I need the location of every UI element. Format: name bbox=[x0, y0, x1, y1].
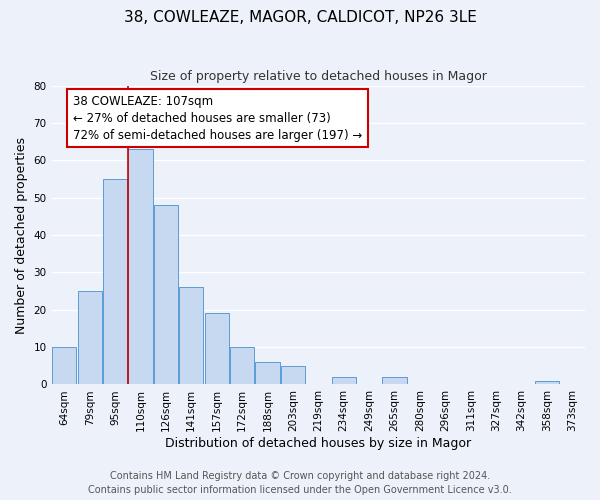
X-axis label: Distribution of detached houses by size in Magor: Distribution of detached houses by size … bbox=[165, 437, 472, 450]
Text: 38, COWLEAZE, MAGOR, CALDICOT, NP26 3LE: 38, COWLEAZE, MAGOR, CALDICOT, NP26 3LE bbox=[124, 10, 476, 25]
Title: Size of property relative to detached houses in Magor: Size of property relative to detached ho… bbox=[150, 70, 487, 83]
Text: 38 COWLEAZE: 107sqm
← 27% of detached houses are smaller (73)
72% of semi-detach: 38 COWLEAZE: 107sqm ← 27% of detached ho… bbox=[73, 94, 362, 142]
Bar bbox=[230, 347, 254, 385]
Bar bbox=[256, 362, 280, 384]
Bar bbox=[128, 149, 152, 384]
Bar bbox=[535, 380, 559, 384]
Bar bbox=[77, 291, 102, 384]
Bar bbox=[154, 205, 178, 384]
Bar bbox=[281, 366, 305, 384]
Bar bbox=[332, 377, 356, 384]
Bar bbox=[103, 179, 127, 384]
Text: Contains HM Land Registry data © Crown copyright and database right 2024.
Contai: Contains HM Land Registry data © Crown c… bbox=[88, 471, 512, 495]
Bar bbox=[382, 377, 407, 384]
Bar bbox=[52, 347, 76, 385]
Bar bbox=[205, 314, 229, 384]
Bar bbox=[179, 288, 203, 384]
Y-axis label: Number of detached properties: Number of detached properties bbox=[15, 136, 28, 334]
